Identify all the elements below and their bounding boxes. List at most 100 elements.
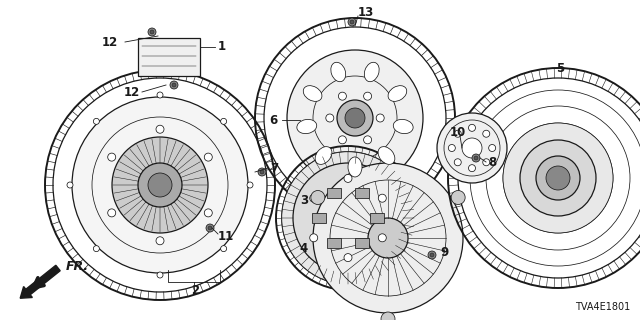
Circle shape [364,92,372,100]
Circle shape [326,196,370,240]
Circle shape [93,118,99,124]
Circle shape [503,123,613,233]
Circle shape [258,168,266,176]
Circle shape [148,173,172,197]
Ellipse shape [378,147,395,164]
Circle shape [156,237,164,245]
Circle shape [221,246,227,252]
Circle shape [344,174,352,182]
Circle shape [221,118,227,124]
Circle shape [156,125,164,133]
Circle shape [112,137,208,233]
Text: 12: 12 [124,85,140,99]
Circle shape [348,18,356,26]
Text: 10: 10 [450,125,466,139]
Text: 8: 8 [488,156,496,169]
Circle shape [428,251,436,259]
Circle shape [546,166,570,190]
Ellipse shape [331,62,346,82]
Circle shape [310,234,317,242]
Circle shape [287,50,423,186]
Circle shape [368,218,408,258]
FancyBboxPatch shape [326,238,340,248]
Text: 5: 5 [556,61,564,75]
Circle shape [204,209,212,217]
Circle shape [339,136,346,144]
Circle shape [381,312,395,320]
Text: TVA4E1801: TVA4E1801 [575,302,630,312]
Ellipse shape [315,147,332,164]
FancyBboxPatch shape [370,213,383,223]
FancyArrow shape [20,265,60,298]
Circle shape [364,136,372,144]
Circle shape [311,190,325,204]
Circle shape [93,246,99,252]
Circle shape [108,153,116,161]
Circle shape [157,92,163,98]
Circle shape [72,97,248,273]
Circle shape [148,28,156,36]
Circle shape [489,145,495,151]
FancyBboxPatch shape [355,188,369,198]
Text: 7: 7 [270,162,278,174]
Text: 1: 1 [218,41,226,53]
Circle shape [108,209,116,217]
Ellipse shape [394,119,413,134]
Circle shape [208,226,212,230]
Circle shape [468,165,476,172]
Circle shape [536,156,580,200]
Text: 2: 2 [191,284,199,297]
Circle shape [437,113,507,183]
Circle shape [260,170,264,174]
Circle shape [462,138,482,158]
Text: 11: 11 [218,229,234,243]
Circle shape [520,140,596,216]
Text: 9: 9 [440,245,448,259]
Text: FR.: FR. [66,260,89,273]
Circle shape [483,159,490,166]
Circle shape [138,163,182,207]
Circle shape [472,154,480,162]
Circle shape [378,234,387,242]
Circle shape [150,30,154,34]
Circle shape [172,83,176,87]
Circle shape [454,159,461,166]
Circle shape [282,152,414,284]
Text: 12: 12 [102,36,118,49]
Circle shape [326,114,334,122]
Circle shape [339,92,346,100]
Circle shape [247,182,253,188]
Text: 13: 13 [358,5,374,19]
FancyBboxPatch shape [326,188,340,198]
Circle shape [344,254,352,262]
Bar [138,38,200,76]
Circle shape [336,206,360,230]
Circle shape [310,194,317,202]
Circle shape [67,182,73,188]
Ellipse shape [348,157,362,177]
Circle shape [313,163,463,313]
Circle shape [293,163,403,273]
Circle shape [474,156,478,160]
Circle shape [449,145,455,151]
Circle shape [206,224,214,232]
Circle shape [157,272,163,278]
Circle shape [454,130,461,137]
Circle shape [468,124,476,131]
Circle shape [337,100,373,136]
Circle shape [451,190,465,204]
Circle shape [204,153,212,161]
Text: 4: 4 [300,242,308,254]
Circle shape [378,194,387,202]
Ellipse shape [303,86,322,101]
Ellipse shape [364,62,379,82]
Circle shape [345,108,365,128]
Text: 3: 3 [300,194,308,206]
Ellipse shape [297,119,317,134]
Circle shape [170,81,178,89]
Ellipse shape [388,86,407,101]
FancyBboxPatch shape [312,213,326,223]
Text: 6: 6 [269,114,278,126]
Circle shape [350,20,354,24]
Circle shape [483,130,490,137]
